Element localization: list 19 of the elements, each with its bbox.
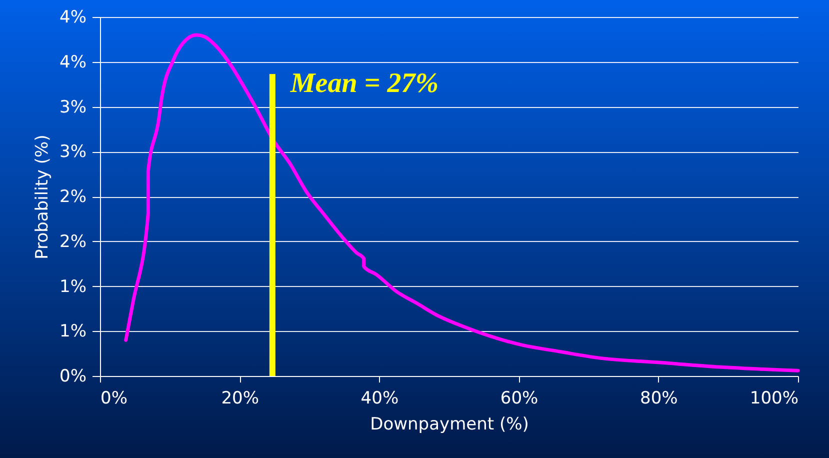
- annotation: Mean = 27%: [289, 68, 439, 99]
- y-tick-label: 2%: [60, 232, 86, 252]
- y-axis-title: Probability (%): [32, 134, 53, 260]
- x-axis-title: Downpayment (%): [370, 414, 529, 434]
- x-tick-label: 80%: [640, 388, 678, 408]
- y-tick-label: 1%: [60, 322, 86, 342]
- y-tick-label: 4%: [60, 52, 86, 72]
- x-tick-label: 20%: [221, 388, 259, 408]
- y-tick-label: 2%: [60, 187, 86, 207]
- y-tick-label: 4%: [60, 8, 86, 28]
- y-tick-label: 3%: [60, 97, 86, 118]
- y-tick-label: 1%: [60, 276, 86, 297]
- line-series: [124, 33, 800, 372]
- x-tick-label: 60%: [500, 388, 538, 408]
- y-tick-label: 0%: [60, 366, 86, 386]
- y-tick-label: 3%: [60, 142, 86, 162]
- x-tick-label: 0%: [100, 388, 128, 408]
- x-tick-label: 100%: [750, 388, 798, 408]
- x-tick-label: 40%: [360, 388, 399, 408]
